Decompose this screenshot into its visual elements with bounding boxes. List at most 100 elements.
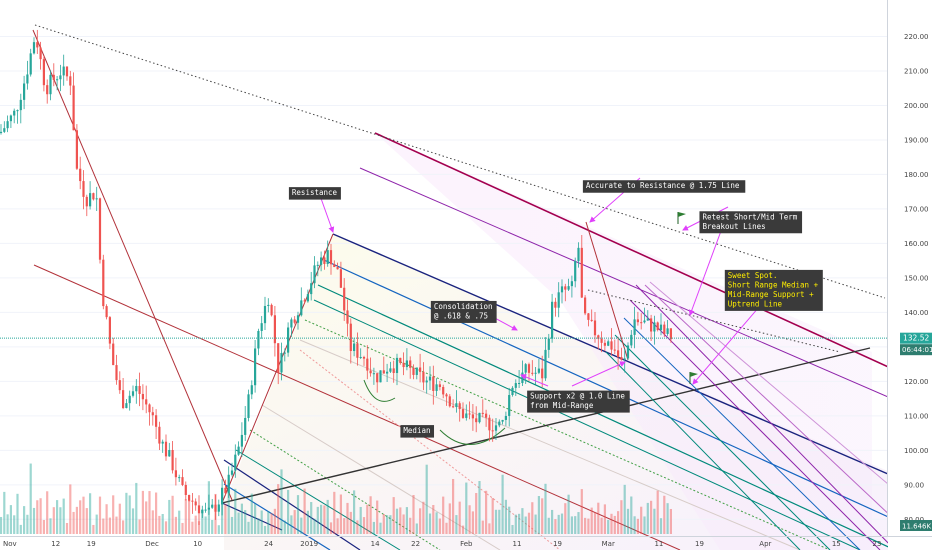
candle-body (148, 404, 151, 413)
top-dotted-trendline (34, 24, 886, 299)
volume-bar (524, 516, 527, 534)
x-tick-label: 19 (87, 540, 96, 548)
candle-body (329, 250, 333, 265)
candle-body (211, 504, 214, 508)
volume-bar (412, 495, 415, 534)
volume-bar (399, 507, 402, 534)
candle-body (593, 320, 597, 336)
candle-body (554, 301, 557, 308)
volume-bar (544, 483, 547, 534)
volume-bar (405, 507, 408, 534)
candle-body (603, 342, 606, 346)
volume-bar (362, 517, 366, 534)
candle-body (56, 79, 59, 81)
annotation-label[interactable]: Accurate to Resistance @ 1.75 Line (582, 180, 746, 193)
long-range-line-2 (359, 167, 896, 401)
volume-bar (551, 509, 554, 534)
short-fan-3 (623, 317, 861, 550)
candle-body (293, 319, 296, 323)
candle-body (287, 327, 290, 353)
candle-body (89, 193, 92, 207)
candle-body (633, 319, 636, 335)
volume-bar (419, 508, 422, 534)
candle-body (405, 360, 408, 368)
volume-bar (669, 508, 672, 534)
volume-bar (329, 522, 333, 534)
annotation-label[interactable]: Median (400, 425, 435, 438)
volume-bar (610, 513, 613, 534)
median-line (33, 264, 681, 550)
candle-body (534, 372, 537, 374)
volume-bar (461, 525, 465, 534)
candle-body (402, 362, 405, 368)
mid-range-blue-line (323, 259, 896, 521)
candle-body (339, 269, 342, 288)
current-price-label: 132.52 (903, 334, 929, 343)
volume-bar (197, 521, 201, 534)
volume-bar (310, 502, 313, 534)
volume-bar (455, 515, 458, 534)
candle-body (511, 387, 514, 396)
candle-body (82, 181, 85, 197)
volume-bar (501, 474, 504, 534)
volume-bar (574, 516, 577, 534)
candle-body (395, 357, 399, 374)
volume-bar (204, 516, 207, 534)
volume-bar (409, 517, 412, 534)
candle-body (620, 357, 623, 360)
volume-bar (465, 482, 468, 534)
time-axis[interactable]: Nov 12 19 Dec 10 24 2019 14 22 Feb 11 19 Mar 11 19 Apr 1… (3, 540, 881, 548)
volume-bar (626, 508, 630, 534)
candle-body (564, 286, 567, 290)
candle-body (161, 441, 164, 444)
candle-body (247, 394, 250, 418)
candle-body (39, 47, 42, 60)
volume-bar (633, 516, 636, 534)
mid-range-teal-line-2 (313, 299, 861, 550)
x-tick-label: Mar (602, 540, 615, 548)
candle-body (221, 487, 224, 505)
y-tick-label: 100.00 (904, 447, 929, 455)
volume-bar (65, 522, 69, 534)
volume-bar (151, 510, 154, 534)
volume-bar (145, 501, 148, 534)
candle-body (158, 426, 161, 444)
annotation-label[interactable]: Sweet Spot.Short Range Median +Mid-Range… (724, 269, 823, 311)
price-axis[interactable]: 80.0090.00100.00110.00120.00130.00140.00… (904, 33, 929, 524)
volume-bar (296, 495, 300, 534)
candle-body (537, 368, 540, 373)
x-tick-label: 12 (51, 540, 60, 548)
annotation-text: Accurate to Resistance @ 1.75 Line (586, 181, 740, 190)
volume-bar (138, 519, 141, 534)
candle-body (19, 99, 22, 111)
candle-body (557, 292, 560, 308)
short-term-dotted (587, 289, 841, 353)
candle-body (409, 360, 412, 368)
annotation-label[interactable]: Resistance (288, 187, 341, 200)
y-tick-label: 80.00 (904, 516, 924, 524)
volume-bar (244, 510, 247, 534)
volume-bar (428, 513, 432, 534)
volume-bar (666, 503, 669, 534)
low-fan-blue (223, 483, 331, 550)
candle-body (254, 348, 257, 386)
volume-bar (646, 502, 649, 534)
annotation-label[interactable]: Consolidation@ .618 & .75 (430, 300, 497, 323)
volume-bar (16, 493, 19, 534)
candle-body (560, 286, 564, 293)
candle-body (230, 470, 234, 475)
x-tick-label: Dec (145, 540, 159, 548)
candle-body (263, 306, 267, 324)
volume-bar (560, 513, 564, 534)
candle-body (386, 371, 389, 374)
candle-body (310, 283, 313, 295)
candle-body (115, 365, 118, 381)
volume-bar (547, 517, 550, 534)
volume-bar (498, 509, 501, 534)
y-tick-label: 150.00 (904, 274, 929, 282)
candle-body (260, 323, 263, 331)
annotation-text: Consolidation (434, 302, 493, 311)
